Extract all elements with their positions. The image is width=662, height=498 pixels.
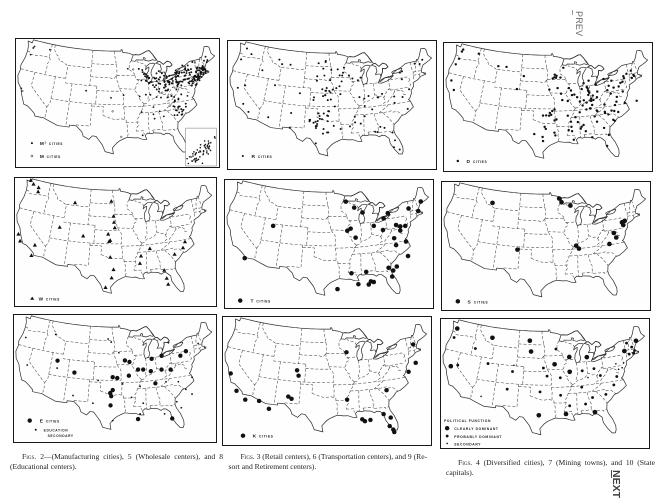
svg-text:PROBABLY DOMINANT: PROBABLY DOMINANT xyxy=(454,435,502,439)
svg-text:T CITIES: T CITIES xyxy=(251,298,272,304)
svg-text:W CITIES: W CITIES xyxy=(38,296,60,302)
svg-text:D CITIES: D CITIES xyxy=(467,159,488,165)
svg-text:K CITIES: K CITIES xyxy=(253,433,274,439)
svg-text:SECONDARY: SECONDARY xyxy=(454,442,481,446)
svg-text:E CITIES: E CITIES xyxy=(40,418,60,424)
svg-text:R CITIES: R CITIES xyxy=(251,154,272,160)
svg-text:POLITICAL FUNCTION: POLITICAL FUNCTION xyxy=(444,419,491,423)
svg-text:SECONDARY: SECONDARY xyxy=(48,434,74,438)
svg-text:M1 CITIES: M1 CITIES xyxy=(40,141,63,147)
svg-text:EDUCATION: EDUCATION xyxy=(44,428,69,432)
svg-text:CLEARLY DOMINANT: CLEARLY DOMINANT xyxy=(454,427,498,431)
svg-text:S CITIES: S CITIES xyxy=(467,299,488,305)
svg-text:M CITIES: M CITIES xyxy=(40,154,61,160)
